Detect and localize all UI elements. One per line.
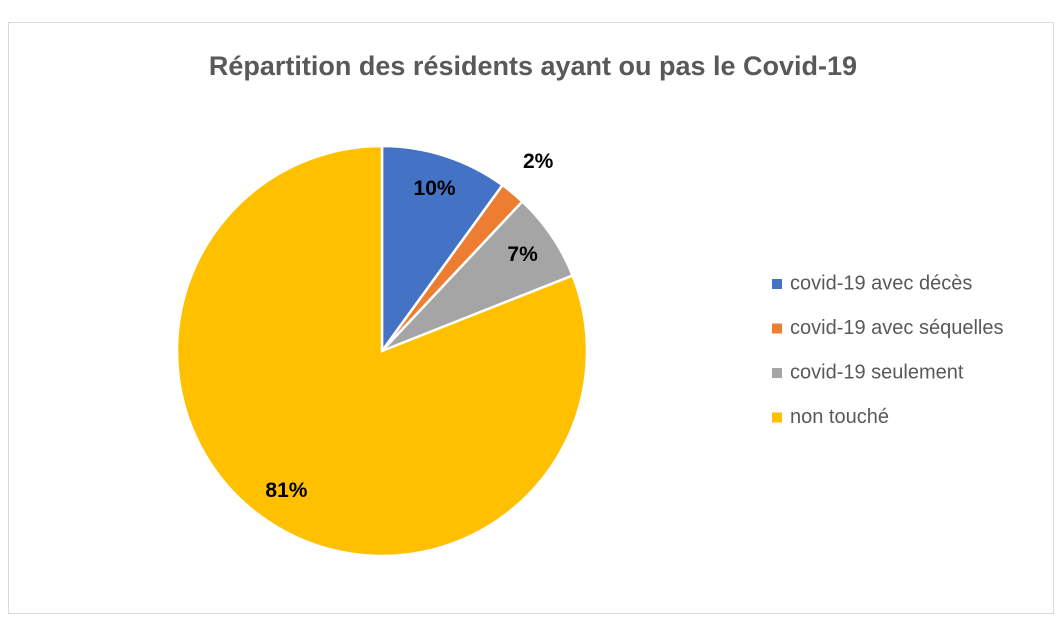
data-label: 2% [523,150,554,173]
data-label: 10% [414,177,456,200]
data-label: 81% [265,479,307,502]
pie-slice [380,144,505,355]
pie-slice [175,144,589,558]
legend-label: covid-19 seulement [790,361,964,383]
legend-label: non touché [790,406,889,428]
legend-swatch [772,279,782,289]
legend-swatch [772,323,782,334]
legend-swatch [772,368,782,378]
legend-swatch [772,412,782,423]
data-label: 7% [507,243,538,266]
legend-label: covid-19 avec séquelles [790,317,1003,339]
chart-title: Répartition des résidents ayant ou pas l… [209,51,857,81]
legend-label: covid-19 avec décès [790,272,972,294]
